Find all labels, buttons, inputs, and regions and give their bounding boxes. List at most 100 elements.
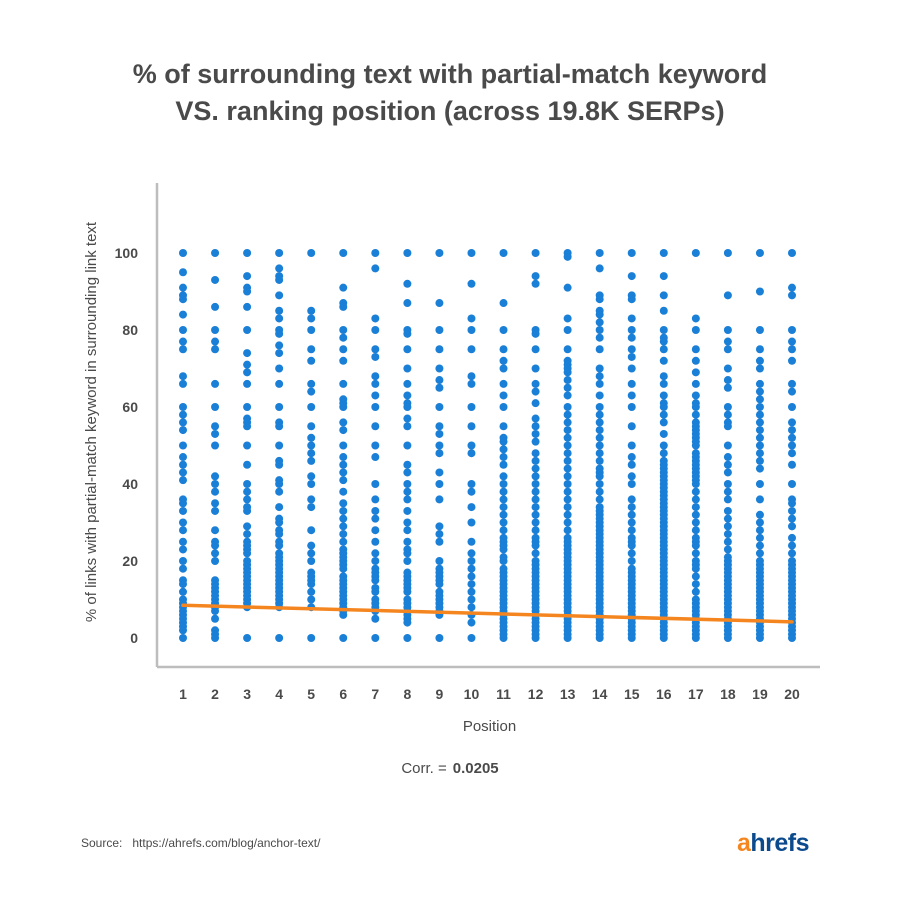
data-point (723, 480, 732, 488)
data-point (467, 572, 476, 581)
data-point (275, 503, 284, 512)
data-point (531, 549, 540, 558)
data-point (723, 422, 732, 431)
data-point (531, 503, 540, 512)
data-point (755, 249, 764, 257)
data-point (179, 379, 187, 388)
data-point (595, 472, 604, 481)
data-point (179, 526, 187, 535)
data-point (275, 275, 284, 284)
data-point (788, 441, 796, 450)
data-point (531, 472, 540, 481)
data-point (691, 403, 700, 411)
data-point (788, 449, 796, 458)
data-point (403, 299, 412, 308)
data-point (788, 283, 796, 292)
data-points (179, 249, 796, 642)
data-point (211, 441, 220, 450)
data-point (531, 449, 540, 458)
data-point (179, 537, 187, 546)
data-point (563, 433, 572, 442)
data-point (275, 291, 284, 300)
y-axis-label: % of links with partial-match keyword in… (83, 221, 100, 622)
data-point (307, 449, 316, 458)
data-point (531, 387, 540, 396)
data-point (627, 295, 636, 304)
data-point (531, 414, 540, 423)
data-point (435, 422, 444, 431)
data-point (243, 349, 252, 358)
data-point (403, 618, 412, 627)
data-point (435, 345, 444, 354)
data-point (499, 526, 508, 535)
data-point (499, 503, 508, 512)
data-point (275, 364, 284, 373)
data-point (659, 306, 668, 315)
data-point (659, 429, 668, 438)
data-point (627, 634, 636, 642)
data-point (371, 549, 380, 558)
data-point (275, 314, 284, 323)
data-point (467, 618, 476, 627)
trend-layer (181, 603, 794, 624)
x-tick-label: 15 (624, 686, 640, 702)
data-point (755, 549, 764, 558)
logo-first-letter: a (737, 829, 751, 857)
data-point (563, 410, 572, 419)
data-point (243, 506, 252, 515)
data-point (435, 403, 444, 411)
data-point (339, 326, 348, 334)
data-point (499, 345, 508, 354)
data-point (307, 356, 316, 365)
x-tick-label: 3 (243, 686, 251, 702)
data-point (211, 487, 220, 496)
data-point (403, 329, 412, 338)
data-point (371, 379, 380, 388)
data-point (595, 333, 604, 342)
data-point (403, 422, 412, 431)
data-point (435, 580, 444, 589)
data-point (307, 314, 316, 323)
data-point (339, 610, 348, 619)
data-point (371, 403, 380, 411)
data-point (755, 364, 764, 373)
data-point (307, 345, 316, 354)
data-point (788, 249, 796, 257)
data-point (499, 403, 508, 411)
data-point (435, 495, 444, 504)
y-tick-label: 40 (122, 476, 138, 492)
data-point (723, 291, 732, 300)
x-tick-label: 13 (560, 686, 576, 702)
data-point (371, 514, 380, 523)
data-point (563, 456, 572, 465)
data-point (435, 449, 444, 458)
data-point (627, 495, 636, 504)
data-point (563, 418, 572, 427)
data-point (659, 249, 668, 257)
data-point (211, 345, 220, 354)
data-point (723, 468, 732, 477)
x-tick-label: 7 (371, 686, 379, 702)
data-point (755, 356, 764, 365)
data-point (531, 526, 540, 535)
data-point (467, 326, 476, 334)
data-point (275, 379, 284, 388)
source-url[interactable]: https://ahrefs.com/blog/anchor-text/ (132, 836, 321, 850)
data-point (275, 422, 284, 431)
data-point (339, 356, 348, 365)
title-line-2: VS. ranking position (across 19.8K SERPs… (175, 96, 725, 126)
data-point (499, 364, 508, 373)
chart-axes (155, 183, 820, 669)
data-point (243, 326, 252, 334)
data-point (339, 403, 348, 411)
data-point (307, 580, 316, 589)
data-point (595, 326, 604, 334)
data-point (243, 287, 252, 296)
data-point (627, 391, 636, 400)
data-point (595, 403, 604, 411)
data-point (467, 372, 476, 381)
data-point (531, 279, 540, 288)
data-point (723, 495, 732, 504)
data-point (371, 422, 380, 431)
data-point (179, 518, 187, 527)
